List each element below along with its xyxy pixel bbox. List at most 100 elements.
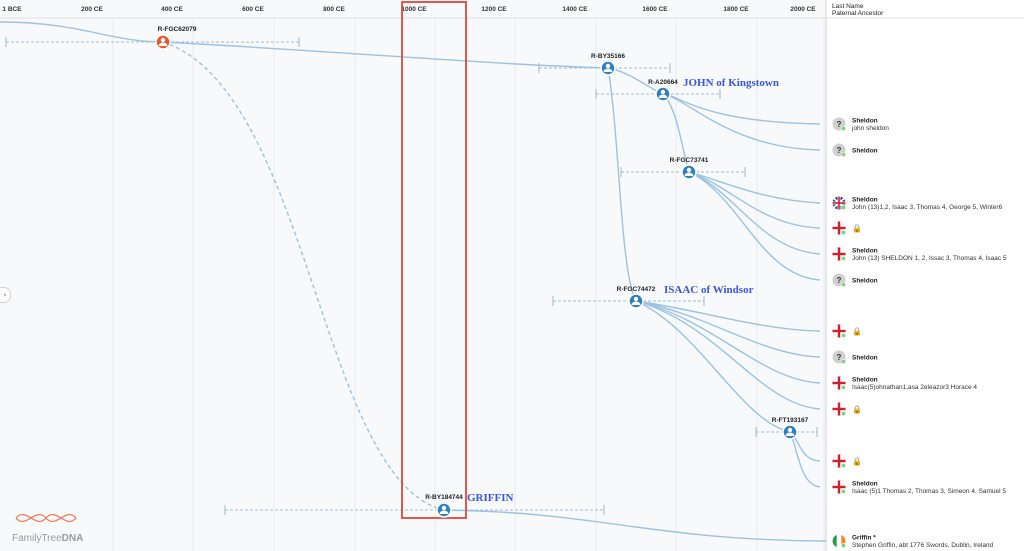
node-R-FGC74472[interactable]: R-FGC74472	[617, 286, 656, 309]
branch-to-sample-10	[635, 300, 821, 410]
annotation-john-of-kingstown: JOHN of Kingstown	[683, 77, 779, 89]
sample-row[interactable]: ? Sheldon	[832, 350, 878, 364]
svg-text:?: ?	[837, 353, 842, 362]
node-R-BY184744[interactable]: R-BY184744	[425, 494, 463, 518]
axis-tick-label: 1000 CE	[401, 6, 427, 13]
england-flag-icon	[832, 324, 846, 338]
branch-FGC74472-FT193167	[635, 300, 791, 433]
england-flag-icon	[832, 247, 846, 261]
axis-tick-label: 200 CE	[81, 6, 103, 13]
unknown-origin-icon: ?	[832, 350, 846, 364]
axis-tick-label: 600 CE	[242, 6, 264, 13]
logo-text: FamilyTreeDNA	[12, 533, 83, 544]
sample-ancestor: Isaac(5)ohnathan1,asa 2eleazor3 Horace 4	[852, 384, 977, 391]
sample-row[interactable]: ? Sheldon	[832, 143, 878, 158]
uk-flag-icon	[832, 196, 846, 211]
logo-text-bold: DNA	[62, 533, 84, 544]
sample-last-name: Sheldon	[852, 355, 878, 362]
sample-ancestor: Stephen Griffin, abt 1776 Swords, Dublin…	[852, 542, 994, 549]
sample-last-name: Sheldon	[852, 248, 878, 255]
unknown-origin-icon: ?	[832, 117, 846, 132]
lock-icon: 🔒	[852, 327, 862, 336]
england-flag-icon	[832, 480, 846, 494]
header-last-name: Last Name	[832, 3, 864, 10]
node-R-FGC73741[interactable]: R-FGC73741	[670, 157, 709, 180]
england-flag-icon	[832, 376, 846, 390]
sample-ancestor: John (13)1,2, Isaac 3, Thomas 4, George …	[852, 204, 1003, 211]
svg-text:?: ?	[837, 120, 842, 129]
axis-tick-label: 1 BCE	[2, 6, 22, 13]
sample-ancestor: John (13) SHELDON 1, 2, Issac 3, Thomas …	[852, 255, 1007, 262]
sample-row[interactable]: 🔒	[832, 454, 862, 468]
axis-tick-label: 1600 CE	[642, 6, 668, 13]
century-gridlines	[112, 18, 825, 551]
branch-to-sample-5	[688, 171, 821, 255]
svg-text:?: ?	[837, 146, 842, 155]
england-flag-icon	[832, 221, 846, 236]
node-label: R-FGC73741	[670, 157, 709, 164]
sample-row[interactable]: 🔒	[832, 402, 862, 416]
sample-row[interactable]: 🔒	[832, 221, 862, 236]
node-label: R-FGC74472	[617, 286, 656, 293]
branch-to-sample-7	[635, 300, 821, 332]
sample-ancestor: Isaac (5)1 Thomas 2, Thomas 3, Simeon 4,…	[852, 488, 1006, 495]
sample-last-name: Sheldon	[852, 197, 878, 204]
sample-last-name: Sheldon	[852, 278, 878, 285]
branch-FGC62079-BY184744	[162, 41, 445, 511]
annotation-griffin: GRIFFIN	[467, 492, 514, 504]
unknown-origin-icon: ?	[832, 273, 846, 287]
annotation-isaac-of-windsor: ISAAC of Windsor	[664, 284, 754, 296]
time-axis: 1 BCE 200 CE 400 CE 600 CE 800 CE 1000 CE 1200…	[2, 6, 816, 13]
sample-row[interactable]: Griffin *Stephen Griffin, abt 1776 Sword…	[832, 534, 994, 550]
sample-last-name: Sheldon	[852, 481, 878, 488]
branch-to-sample-6	[688, 171, 821, 281]
highlight-box	[401, 1, 467, 519]
branch-to-sample-4	[688, 171, 821, 229]
unknown-origin-icon: ?	[832, 143, 846, 158]
node-label: R-BY184744	[425, 494, 463, 501]
sample-row[interactable]: ? Sheldon	[832, 273, 878, 287]
familytreedna-logo: FamilyTreeDNA	[12, 514, 83, 544]
england-flag-icon	[832, 454, 846, 468]
chart-background	[0, 0, 826, 551]
node-label: R-FT193167	[772, 417, 809, 424]
svg-text:?: ?	[837, 276, 842, 285]
node-label: R-A20664	[648, 79, 678, 86]
branch-BY35166-FGC74472	[607, 67, 637, 302]
header-paternal-ancestor: Paternal Ancestor	[832, 10, 884, 17]
ireland-flag-icon	[832, 534, 846, 548]
dna-helix-icon	[15, 514, 77, 522]
sample-row[interactable]: 🔒	[832, 324, 862, 338]
axis-tick-label: 1200 CE	[481, 6, 507, 13]
node-label: R-FGC62079	[158, 26, 197, 33]
branch-to-sample-8	[635, 300, 821, 358]
branch-root	[0, 21, 164, 43]
sample-last-name: Sheldon	[852, 118, 878, 125]
axis-tick-label: 800 CE	[323, 6, 345, 13]
expand-panel-button[interactable]: ›	[0, 287, 11, 303]
branch-to-sample-3	[688, 171, 821, 204]
sample-ancestor: john sheldon	[851, 125, 889, 132]
node-R-FT193167[interactable]: R-FT193167	[772, 417, 809, 440]
sample-last-name: Sheldon	[852, 377, 878, 384]
node-R-BY35166[interactable]: R-BY35166	[591, 53, 625, 76]
node-label: R-BY35166	[591, 53, 625, 60]
node-R-FGC62079[interactable]: R-FGC62079	[155, 26, 197, 50]
england-flag-icon	[832, 402, 846, 416]
logo-text-plain: FamilyTree	[12, 533, 62, 544]
lock-icon: 🔒	[852, 457, 862, 466]
branch-to-sample-9	[635, 300, 821, 384]
range-R-BY184744	[224, 505, 605, 515]
branch-BY184744-griffin	[443, 509, 827, 542]
axis-tick-label: 400 CE	[161, 6, 183, 13]
axis-tick-label: 2000 CE	[790, 6, 816, 13]
node-R-A20664[interactable]: R-A20664	[648, 79, 678, 102]
axis-tick-label: 1400 CE	[562, 6, 588, 13]
